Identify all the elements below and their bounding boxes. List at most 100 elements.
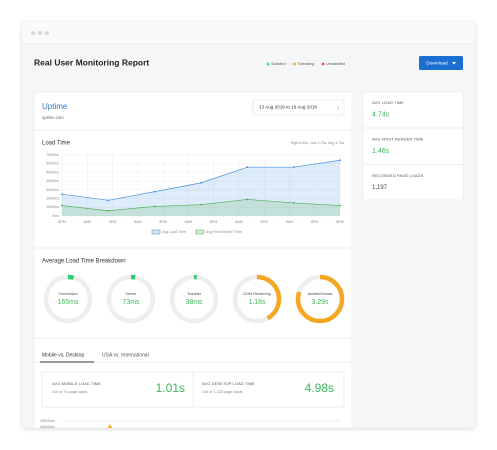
y-tick-label: 0ms bbox=[52, 214, 59, 218]
point bbox=[200, 203, 202, 206]
tab[interactable]: Mobile vs. Desktop bbox=[42, 352, 84, 358]
area bbox=[62, 199, 340, 216]
donut-label: Transfer bbox=[187, 292, 202, 296]
point bbox=[107, 209, 110, 212]
legend-dot bbox=[321, 62, 325, 66]
y-tick-label: 7000ms bbox=[46, 153, 59, 157]
point bbox=[292, 202, 295, 204]
point bbox=[339, 204, 341, 207]
uptime-title: Uptime bbox=[42, 102, 68, 111]
dot bbox=[44, 30, 50, 36]
donut-arc bbox=[43, 274, 93, 324]
stat-label: RECORDED PAGE LOADS bbox=[372, 173, 424, 178]
x-tick-label: 8PM bbox=[109, 220, 116, 224]
point bbox=[292, 166, 295, 169]
point bbox=[246, 166, 249, 169]
donut-label: Server bbox=[125, 292, 137, 296]
card-sub: Out of 74 page loads bbox=[52, 390, 87, 394]
date-range: 13 Aug 2018 to 19 Aug 2018 bbox=[259, 105, 317, 110]
download-button[interactable] bbox=[419, 56, 463, 70]
breakdown-title: Average Load Time Breakdown bbox=[42, 259, 126, 265]
x-tick-label: 8AM bbox=[286, 220, 293, 224]
caret bbox=[452, 62, 456, 65]
x-tick-label: 8AM bbox=[84, 220, 91, 224]
tab[interactable]: USA vs. International bbox=[102, 352, 149, 358]
point bbox=[339, 159, 341, 162]
side-panel bbox=[362, 91, 464, 201]
x-tick-label: 8AM bbox=[185, 220, 192, 224]
donut-arc bbox=[295, 274, 345, 324]
y-tick-label: 1000ms bbox=[46, 205, 59, 209]
side-stats: AVG LOAD TIME 4.74s AVG FIRST RENDER TIME 1… bbox=[363, 100, 463, 191]
x-tick-label: 8PM bbox=[311, 220, 318, 224]
card-value: 4.98s bbox=[305, 381, 334, 395]
load-time-title: Load Time bbox=[42, 141, 71, 147]
point bbox=[153, 205, 156, 208]
legend-label: Avg First Render Time bbox=[206, 230, 242, 234]
legend-swatch bbox=[151, 229, 161, 235]
card-label: AVG DESKTOP LOAD TIME bbox=[202, 381, 255, 386]
legend-dot bbox=[293, 62, 296, 66]
legend-label: Satisfied bbox=[271, 62, 286, 66]
point bbox=[107, 199, 110, 202]
legend-label: Unsatisfied bbox=[326, 62, 345, 66]
donut-label: Connection bbox=[58, 292, 77, 296]
donut-value: 3.29s bbox=[311, 299, 329, 306]
dot bbox=[37, 30, 43, 36]
x-tick-label: 8PM bbox=[210, 220, 217, 224]
x-tick-label: 8PM bbox=[58, 220, 65, 224]
y-tick-label: 3000ms bbox=[46, 188, 59, 192]
load-time-summary: High 6.42s, Low 1.75s, Avg 4.74s bbox=[291, 141, 344, 145]
x-tick-label: 8PM bbox=[336, 220, 343, 224]
donut-arc bbox=[106, 274, 156, 324]
x-tick-label: 8AM bbox=[134, 220, 141, 224]
stat-label: AVG FIRST RENDER TIME bbox=[372, 137, 424, 142]
date-picker[interactable] bbox=[252, 99, 345, 116]
breakdown: Connection 165ms Server 73ms Transfer 38ms DOM… bbox=[43, 274, 345, 324]
area bbox=[62, 160, 340, 216]
x-tick-label: 8PM bbox=[260, 220, 267, 224]
x-tick-label: 8AM bbox=[235, 220, 242, 224]
donut-arc bbox=[232, 274, 282, 324]
point bbox=[200, 181, 202, 184]
donut-value: 165ms bbox=[57, 299, 79, 306]
donut-value: 1.18s bbox=[248, 299, 266, 306]
donut-arc bbox=[169, 274, 219, 324]
legend-label: Avg Load Time bbox=[162, 230, 186, 234]
y-tick-label: 4000ms bbox=[46, 179, 59, 183]
download-label: Download bbox=[426, 60, 448, 66]
point bbox=[61, 204, 63, 207]
chevron bbox=[336, 105, 340, 111]
load-time-chart: 0ms 1000ms 2000ms 3000ms 4000ms 5000ms 6000ms 7… bbox=[46, 153, 344, 235]
header-legend: Satisfied Tolerating Unsatisfied bbox=[266, 62, 345, 66]
donut-value: 38ms bbox=[185, 299, 203, 306]
y-tick-label: 16000ms bbox=[40, 425, 55, 429]
dot bbox=[30, 30, 36, 36]
y-tick-label: 2000ms bbox=[46, 197, 59, 201]
donut-value: 73ms bbox=[122, 299, 140, 306]
point bbox=[61, 193, 63, 196]
legend-label: Tolerating bbox=[298, 62, 314, 66]
page-title: Real User Monitoring Report bbox=[34, 57, 149, 67]
stat-value: 1,197 bbox=[372, 185, 388, 191]
x-tick-label: 8PM bbox=[159, 220, 166, 224]
y-tick-label: 18000ms bbox=[40, 419, 55, 423]
stat-value: 1.46s bbox=[372, 148, 390, 155]
stat-label: AVG LOAD TIME bbox=[372, 100, 404, 105]
marker bbox=[108, 424, 112, 428]
y-tick-label: 5000ms bbox=[46, 170, 59, 174]
legend-dot bbox=[266, 62, 270, 66]
card-value: 1.01s bbox=[156, 381, 185, 395]
donut-label: Assets/Onload bbox=[308, 292, 333, 296]
uptime-site: uptime.com bbox=[42, 115, 64, 120]
point bbox=[153, 190, 156, 193]
card-sub: Out of 1,123 page loads bbox=[202, 390, 243, 394]
y-tick-label: 6000ms bbox=[46, 162, 59, 166]
legend-swatch bbox=[195, 229, 205, 235]
donut-label: DOM Rendering bbox=[243, 292, 270, 296]
point bbox=[246, 198, 249, 201]
stat-value: 4.74s bbox=[372, 111, 390, 118]
card-label: AVG MOBILE LOAD TIME bbox=[52, 381, 101, 386]
